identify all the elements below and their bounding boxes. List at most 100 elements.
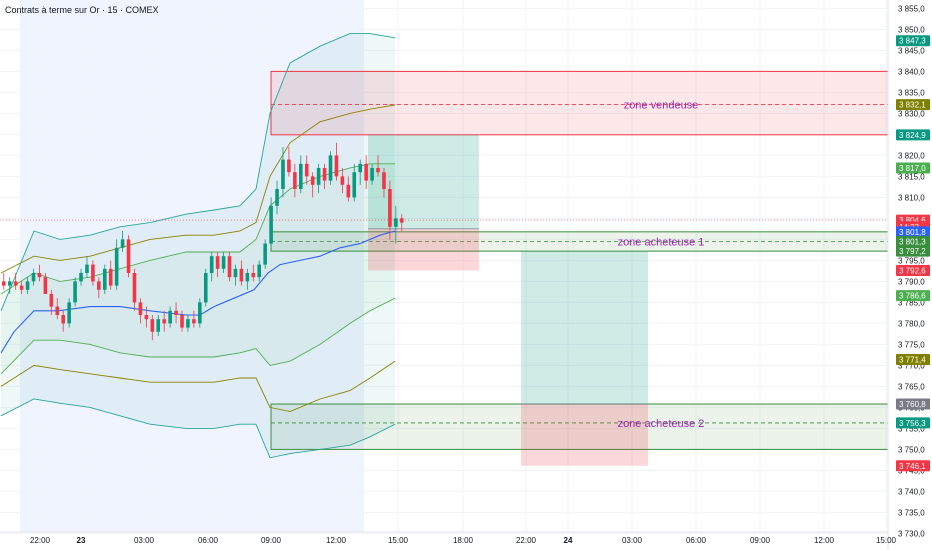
candle-body [239, 268, 244, 282]
y-tick-label: 3 750,0 [898, 445, 925, 454]
price-tag-label: 3 804,6 [899, 216, 926, 225]
candle-body [304, 163, 309, 177]
candle-body [257, 264, 262, 278]
candle-body [364, 163, 368, 181]
zones [270, 70, 889, 450]
y-tick-label: 3 790,0 [898, 277, 925, 286]
price-tag [896, 264, 930, 276]
candle-body [73, 281, 77, 303]
price-tag [896, 245, 930, 257]
price-tag [896, 460, 930, 472]
candle-body [316, 167, 321, 185]
x-tick-label: 15:00 [388, 536, 409, 545]
y-tick-label: 3 855,0 [898, 4, 925, 13]
x-tick-label: 22:00 [30, 536, 51, 545]
y-tick-label: 3 845,0 [898, 46, 925, 55]
y-tick-label: 3 810,0 [898, 193, 925, 202]
candle-body [221, 256, 226, 269]
candle-body [43, 277, 48, 294]
positions [368, 134, 648, 466]
y-tick-label: 3 780,0 [898, 319, 925, 328]
candle-body [198, 302, 202, 324]
price-tag [896, 417, 930, 429]
candle-body [13, 281, 18, 286]
x-tick-label: 12:00 [814, 536, 835, 545]
price-tag [896, 35, 930, 47]
y-tick-label: 3 850,0 [898, 25, 925, 34]
candle-body [19, 285, 24, 290]
price-tag-label: 3 847,3 [899, 37, 926, 46]
candle-body [114, 247, 119, 286]
candle-body [322, 167, 327, 181]
candle-body [334, 155, 339, 177]
y-tick-label: 3 785,0 [898, 298, 925, 307]
price-tag-label: 3 824,9 [899, 131, 926, 140]
candle-body [370, 167, 374, 181]
price-tag [896, 235, 930, 247]
time-axis[interactable]: 22:00 23 03:00 06:00 09:00 12:00 15:00 18:00 22:… [0, 531, 897, 545]
candle-body [55, 306, 60, 315]
candle-body [156, 319, 161, 332]
candle-body [192, 319, 196, 324]
band-fill [1, 33, 395, 458]
candle-body [2, 281, 6, 286]
position-target-area [521, 251, 648, 405]
candle-body [144, 314, 149, 320]
candle-body [281, 159, 285, 189]
price-tag-label: 3 786,6 [899, 292, 926, 301]
zone-box [270, 403, 889, 450]
candle-body [79, 272, 83, 282]
candle-body [138, 302, 143, 315]
x-tick-label: 22:00 [516, 536, 537, 545]
candle-body [251, 272, 256, 278]
position-stop-area [368, 228, 479, 271]
price-tag-label: 3 756,3 [899, 419, 926, 428]
x-tick-label: 24 [564, 536, 573, 545]
candle-body [102, 268, 107, 290]
candle-body [49, 293, 54, 307]
y-tick-label: 3 770,0 [898, 361, 925, 370]
y-tick-label: 3 735,0 [898, 508, 925, 517]
candle-body [388, 188, 392, 227]
candle-body [269, 205, 273, 244]
price-tag [896, 226, 930, 238]
candle-body [358, 163, 362, 173]
x-tick-label: 15:00 [876, 536, 897, 545]
x-tick-label: 12:00 [326, 536, 347, 545]
zone-box [270, 70, 889, 136]
zone-label: zone acheteuse 1 [618, 236, 705, 248]
candle-body [245, 272, 250, 282]
candle-body [108, 268, 113, 286]
y-tick-label: 3 820,0 [898, 151, 925, 160]
candle-body [91, 264, 95, 282]
y-tick-label: 3 730,0 [898, 529, 925, 538]
candle-body [399, 218, 404, 223]
candle-body [275, 188, 279, 206]
candle-body [67, 302, 71, 324]
indicator-line [0, 33, 396, 311]
candle-body [209, 256, 214, 273]
candle-body [346, 184, 351, 198]
candles [2, 142, 404, 341]
candle-body [31, 272, 36, 282]
x-tick-label: 06:00 [198, 536, 219, 545]
price-tag-label: 3 771,4 [899, 356, 926, 365]
candle-body [382, 172, 386, 189]
candle-body [328, 155, 333, 181]
chart-title: Contrats à terme sur Or · 15 · COMEX [5, 5, 159, 15]
indicator-line [0, 398, 396, 459]
y-tick-label: 3 775,0 [898, 340, 925, 349]
candle-body [37, 272, 42, 278]
zone-label: zone acheteuse 2 [618, 418, 705, 430]
indicator-line [0, 297, 396, 375]
candle-body [120, 239, 125, 248]
zone-label: zone vendeuse [624, 100, 699, 112]
candle-body [126, 239, 131, 273]
y-tick-label: 3 755,0 [898, 424, 925, 433]
candle-body [376, 167, 380, 173]
candle-body [263, 243, 267, 265]
x-tick-label: 06:00 [686, 536, 707, 545]
y-tick-label: 3 815,0 [898, 172, 925, 181]
